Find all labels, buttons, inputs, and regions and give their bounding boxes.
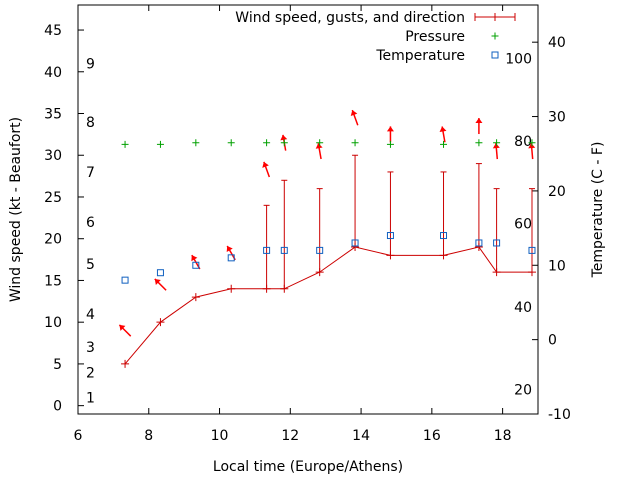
y-axis-title-left: Wind speed (kt - Beaufort): [8, 117, 24, 302]
pressure-point: [351, 139, 359, 147]
legend-swatch-pressure: [491, 32, 499, 40]
temperature-point: [227, 254, 235, 262]
legend-label-pressure: Pressure: [405, 29, 465, 45]
temperature-point: [263, 246, 271, 254]
y-tick-label-left: 15: [44, 273, 62, 289]
wind-direction-arrowhead: [154, 278, 161, 285]
wind-direction-arrowhead: [439, 126, 447, 133]
beaufort-label: 2: [86, 365, 95, 381]
beaufort-label: 5: [86, 257, 95, 273]
x-tick-label: 8: [144, 428, 153, 444]
beaufort-label: 3: [86, 340, 95, 356]
temperature-point: [156, 269, 164, 277]
beaufort-label: 4: [86, 307, 95, 323]
plot-frame: [77, 4, 539, 415]
beaufort-label: 7: [86, 165, 95, 181]
beaufort-label: 1: [86, 390, 95, 406]
temperature-point: [386, 232, 394, 240]
wind-direction-arrowhead: [350, 110, 358, 117]
legend-label-temperature: Temperature: [375, 48, 465, 64]
y-tick-label-left: 30: [44, 148, 62, 164]
y-tick-label-right: 20: [548, 184, 566, 200]
wind-direction-arrowhead: [315, 143, 323, 149]
fahrenheit-label: 40: [514, 300, 532, 316]
y-tick-label-left: 25: [44, 190, 62, 206]
pressure-point: [263, 139, 271, 147]
pressure-point: [386, 140, 394, 148]
temperature-point: [475, 239, 483, 247]
wind-speed-point: [227, 284, 236, 293]
wind-speed-point: [121, 359, 130, 368]
y-tick-label-left: 10: [44, 315, 62, 331]
y-tick-label-right: 30: [548, 110, 566, 126]
temperature-point: [528, 246, 536, 254]
pressure-point: [227, 139, 235, 147]
temperature-point: [280, 246, 288, 254]
pressure-point: [440, 140, 448, 148]
fahrenheit-label: 100: [505, 52, 532, 68]
wind-direction-arrowhead: [262, 161, 269, 168]
temperature-point: [192, 261, 200, 269]
temperature-point: [316, 246, 324, 254]
fahrenheit-label: 60: [514, 217, 532, 233]
pressure-point: [528, 139, 536, 147]
y-tick-label-right: 10: [548, 258, 566, 274]
y-tick-label-left: 20: [44, 232, 62, 248]
wind-speed-point: [191, 293, 200, 302]
wind-speed-line: [124, 246, 532, 365]
pressure-point: [156, 140, 164, 148]
legend-swatch-wind-marker: [491, 13, 499, 21]
x-axis-title: Local time (Europe/Athens): [213, 459, 403, 475]
y-tick-label-left: 45: [44, 23, 62, 39]
beaufort-label: 8: [86, 115, 95, 131]
temperature-point: [351, 239, 359, 247]
y-tick-label-right: -10: [548, 407, 571, 423]
temperature-point: [121, 276, 129, 284]
wind-direction-arrowhead: [280, 134, 288, 141]
x-tick-label: 14: [352, 428, 370, 444]
pressure-point: [493, 139, 501, 147]
wind-direction-arrowhead: [191, 255, 198, 262]
wind-direction-arrowhead: [226, 245, 233, 253]
x-tick-label: 18: [494, 428, 512, 444]
y-tick-label-left: 35: [44, 107, 62, 123]
y-tick-label-right: 40: [548, 35, 566, 51]
wind-direction-arrowhead: [475, 118, 483, 124]
fahrenheit-label: 20: [514, 382, 532, 398]
pressure-point: [475, 139, 483, 147]
pressure-point: [280, 139, 288, 147]
x-tick-label: 16: [423, 428, 441, 444]
wind-direction-arrowhead: [386, 126, 394, 132]
beaufort-label: 9: [86, 56, 95, 72]
x-tick-label: 10: [211, 428, 229, 444]
y-tick-label-left: 0: [53, 399, 62, 415]
pressure-point: [121, 140, 129, 148]
legend-swatch-temperature: [491, 51, 499, 59]
wind-direction-arrowhead: [119, 324, 126, 331]
pressure-point: [316, 139, 324, 147]
y-tick-label-right: 0: [548, 333, 557, 349]
wind-speed-point: [156, 318, 165, 327]
beaufort-label: 6: [86, 215, 95, 231]
y-tick-label-left: 40: [44, 65, 62, 81]
pressure-point: [192, 139, 200, 147]
temperature-point: [440, 232, 448, 240]
temperature-point: [493, 239, 501, 247]
x-tick-label: 6: [74, 428, 83, 444]
x-tick-label: 12: [281, 428, 299, 444]
y-tick-label-left: 5: [53, 357, 62, 373]
legend-label-wind: Wind speed, gusts, and direction: [235, 10, 465, 26]
fahrenheit-label: 80: [514, 134, 532, 150]
y-axis-title-right: Temperature (C - F): [590, 142, 606, 279]
